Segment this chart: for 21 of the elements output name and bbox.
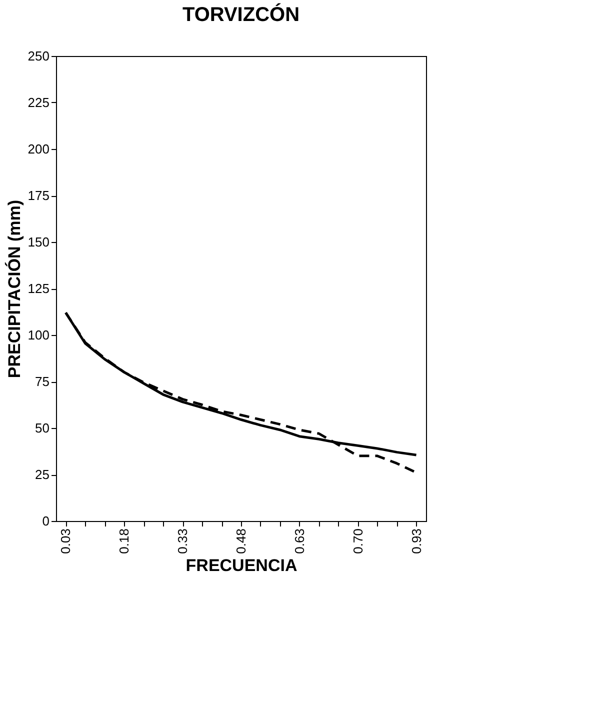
x-tick-label: 0.33	[175, 528, 190, 554]
y-tick-label: 250	[28, 48, 50, 64]
y-tick-label: 0	[42, 514, 50, 528]
x-axis-title: FRECUENCIA	[186, 556, 298, 575]
x-tick-label: 0.48	[234, 528, 248, 554]
x-tick-label: 0.93	[408, 528, 424, 554]
y-tick-label: 50	[35, 420, 50, 436]
x-tick-label: 0.03	[58, 528, 74, 554]
x-tick-label: 0.63	[292, 528, 307, 554]
x-tick-label: 0.18	[116, 528, 132, 554]
y-tick-label: 225	[28, 95, 50, 110]
chart-title: TORVIZCÓN	[182, 3, 300, 26]
x-tick-label: 0.70	[350, 528, 366, 554]
y-tick-label: 100	[28, 328, 50, 342]
y-tick-label: 125	[28, 281, 50, 296]
y-tick-label: 175	[28, 188, 50, 203]
y-axis-title: PRECIPITACIÓN (mm)	[4, 200, 24, 378]
y-tick-label: 200	[28, 142, 50, 156]
y-tick-label: 25	[35, 467, 50, 482]
y-tick-label: 75	[35, 374, 50, 389]
y-tick-label: 150	[28, 234, 50, 250]
